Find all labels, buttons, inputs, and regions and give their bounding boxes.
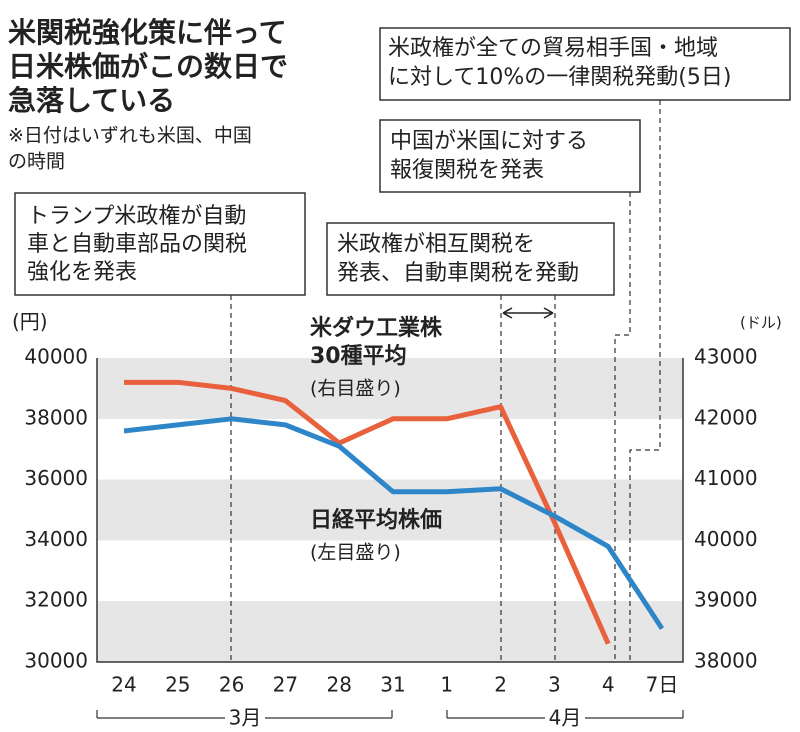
y2-tick-label: 41000 <box>694 466 758 490</box>
month-label: 3月 <box>229 706 262 730</box>
x-tick-label: 25 <box>165 673 190 697</box>
title-line: 米関税強化策に伴って <box>8 16 287 49</box>
annotation: に対して10%の一律関税発動(5日) <box>388 65 731 90</box>
y2-tick-label: 43000 <box>694 345 758 369</box>
annotation: 強化を発表 <box>27 260 137 285</box>
month-bracket <box>96 710 684 719</box>
x-tick-label: 27 <box>273 673 298 697</box>
series-label: 30種平均 <box>310 343 407 369</box>
series-label: 米ダウ工業株 <box>310 315 443 341</box>
annotation-box <box>379 27 791 101</box>
x-tick-label: 2 <box>494 673 507 697</box>
annotation-box <box>326 222 615 296</box>
y2-tick-label: 40000 <box>694 527 758 551</box>
y-tick-label: 36000 <box>24 466 88 490</box>
y2-tick-label: 42000 <box>694 405 758 429</box>
x-tick-label: 26 <box>219 673 244 697</box>
x-tick-label: 3 <box>548 673 561 697</box>
note: の時間 <box>8 151 65 173</box>
y2-axis-label: (ドル) <box>740 314 782 332</box>
x-tick-label: 28 <box>326 673 351 697</box>
grid-band <box>97 601 683 662</box>
series-note: (左目盛り) <box>310 542 401 564</box>
axes <box>96 358 684 663</box>
annotation: トランプ米政権が自動 <box>27 204 246 229</box>
x-tick-label: 24 <box>111 673 136 697</box>
annotation-box <box>14 192 306 296</box>
period-arrow <box>502 307 554 319</box>
x-tick-label: 7日 <box>646 673 679 697</box>
annotation: 中国が米国に対する <box>390 129 588 154</box>
annotation: 米政権が相互関税を <box>337 232 535 257</box>
leader-line <box>500 295 556 662</box>
annotation: 報復関税を発表 <box>390 158 544 183</box>
annotation: 車と自動車部品の関税 <box>27 232 247 257</box>
y-axis-label: (円) <box>12 310 48 334</box>
series-label: 日経平均株価 <box>310 507 442 533</box>
leader-line <box>614 192 631 662</box>
series-line <box>123 416 665 630</box>
month-bg <box>225 706 265 730</box>
y2-tick-label: 38000 <box>694 649 758 673</box>
y-tick-label: 38000 <box>24 405 88 429</box>
x-tick-label: 1 <box>440 673 453 697</box>
x-tick-label: 31 <box>380 673 405 697</box>
x-tick-label: 4 <box>602 673 615 697</box>
annotation: 発表、自動車関税を発動 <box>337 261 579 286</box>
grid-band <box>97 358 683 419</box>
month-bg <box>545 706 585 730</box>
note: ※日付はいずれも米国、中国 <box>8 125 252 147</box>
y-tick-label: 32000 <box>24 588 88 612</box>
annotation: 米政権が全ての貿易相手国・地域 <box>388 36 718 61</box>
y-tick-label: 34000 <box>24 527 88 551</box>
title-line: 急落している <box>8 84 175 117</box>
title-line: 日米株価がこの数日で <box>8 50 288 83</box>
series-line <box>124 379 611 645</box>
month-label: 4月 <box>549 706 582 730</box>
annotation-box <box>379 119 641 193</box>
y-tick-label: 40000 <box>24 345 88 369</box>
y-tick-label: 30000 <box>24 649 88 673</box>
y2-tick-label: 39000 <box>694 588 758 612</box>
leader-line <box>629 100 661 662</box>
series-note: (右目盛り) <box>310 378 401 400</box>
